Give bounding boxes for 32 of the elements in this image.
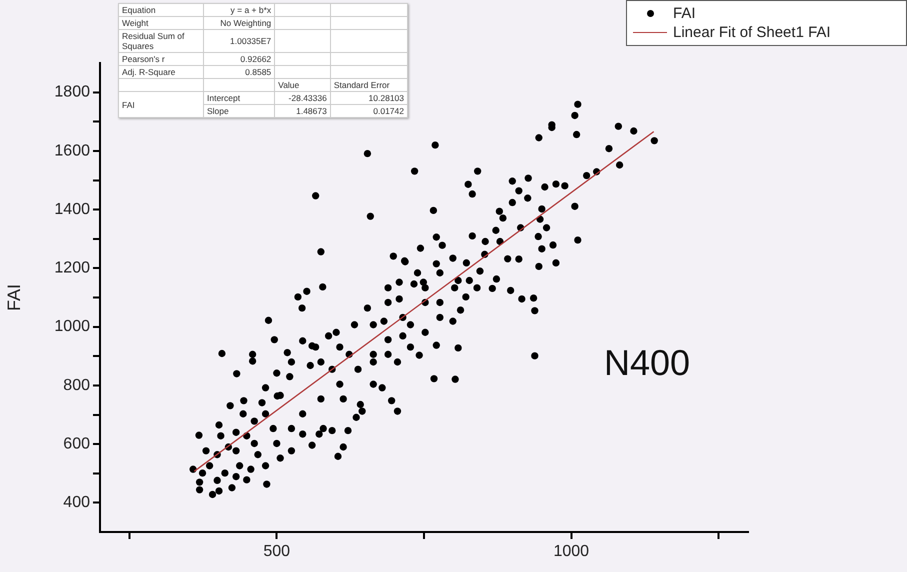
annotation: 0.01742 xyxy=(373,106,404,116)
annotation: 0.8585 xyxy=(245,67,272,77)
annotation: -28.43336 xyxy=(288,93,327,103)
annotation: Intercept xyxy=(207,93,240,103)
annotation: 10.28103 xyxy=(368,93,404,103)
text: Residual Sum of Squares xyxy=(122,31,184,51)
x-tick-label: 500 xyxy=(263,543,290,560)
y-axis-title: FAI xyxy=(4,284,24,312)
y-tick-label: 1000 xyxy=(54,318,90,336)
text: Equation xyxy=(122,5,156,15)
y-tick-label: 1600 xyxy=(54,142,90,160)
text: Weight xyxy=(122,18,148,28)
y-tick-label: 800 xyxy=(63,376,90,394)
legend-label: FAI xyxy=(673,5,696,22)
legend-label: Linear Fit of Sheet1 FAI xyxy=(673,24,831,41)
annotation: Adj. R-Square xyxy=(122,67,176,77)
text: No Weighting xyxy=(220,18,272,28)
y-tick-label: 400 xyxy=(63,494,90,512)
annotation: Slope xyxy=(207,106,229,116)
text: 1.00335E7 xyxy=(230,36,272,46)
annotation: Pearson's r xyxy=(122,54,165,64)
y-tick-label: 600 xyxy=(63,435,90,452)
text: y = a + b*x xyxy=(230,5,272,15)
y-tick-label: 1400 xyxy=(54,200,90,218)
annotation: FAI xyxy=(122,100,135,110)
annotation: N400 xyxy=(604,342,690,384)
annotation: Value xyxy=(278,80,300,90)
annotation: Standard Error xyxy=(334,80,390,90)
y-tick-label: 1200 xyxy=(54,260,90,277)
annotation: 0.92662 xyxy=(240,54,272,64)
y-tick-label: 1800 xyxy=(54,84,90,101)
annotation: 1.48673 xyxy=(296,106,327,116)
